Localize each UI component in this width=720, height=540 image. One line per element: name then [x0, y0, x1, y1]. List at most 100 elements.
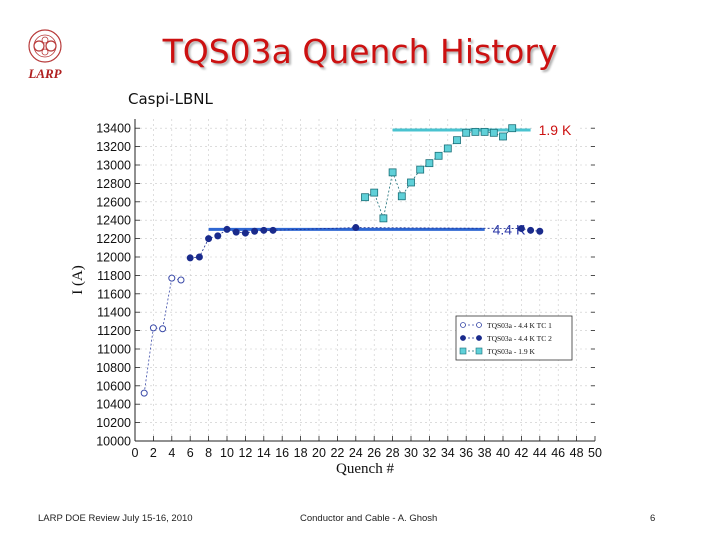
data-point	[407, 178, 415, 187]
y-tick-label: 12000	[96, 251, 131, 265]
x-tick-label: 34	[441, 446, 455, 460]
page-subtitle: Caspi-LBNL	[128, 90, 213, 108]
x-tick-label: 44	[533, 446, 547, 460]
y-tick-label: 12800	[96, 177, 131, 191]
footer-event: LARP DOE Review July 15-16, 2010	[38, 513, 193, 524]
data-point	[214, 232, 222, 240]
data-point	[269, 226, 277, 234]
data-point	[416, 165, 425, 174]
data-point	[352, 224, 360, 232]
data-point	[379, 214, 388, 223]
data-point	[517, 224, 525, 232]
y-tick-label: 11800	[97, 269, 131, 283]
y-tick-label: 13200	[96, 140, 131, 154]
y-tick-label: 13400	[96, 122, 131, 136]
x-tick-label: 48	[570, 446, 584, 460]
y-tick-label: 11400	[97, 306, 131, 320]
data-point	[149, 324, 157, 332]
y-tick-label: 12400	[96, 214, 131, 228]
data-point	[508, 124, 517, 133]
footer-page-number: 6	[650, 513, 656, 524]
x-tick-label: 20	[312, 446, 326, 460]
page-title: TQS03a Quench History	[162, 32, 558, 71]
data-point	[140, 389, 148, 397]
x-tick-label: 28	[386, 446, 400, 460]
data-point	[223, 225, 231, 233]
y-tick-label: 11200	[97, 324, 131, 338]
data-point	[361, 193, 369, 202]
data-point	[443, 144, 452, 153]
x-tick-label: 36	[459, 446, 473, 460]
data-point	[370, 188, 379, 197]
x-tick-label: 10	[220, 446, 234, 460]
legend-marker	[460, 335, 466, 341]
annotation-background	[532, 119, 579, 140]
data-point	[177, 276, 185, 284]
y-tick-label: 13000	[96, 159, 131, 173]
data-point	[260, 226, 268, 234]
logo-text: LARP	[27, 66, 62, 81]
legend-box	[455, 315, 573, 361]
y-tick-label: 12600	[96, 195, 131, 209]
x-tick-label: 24	[349, 446, 363, 460]
x-tick-label: 50	[588, 446, 602, 460]
y-tick-label: 11000	[97, 343, 131, 357]
x-tick-label: 46	[551, 446, 565, 460]
x-tick-label: 16	[275, 446, 289, 460]
x-tick-label: 26	[367, 446, 381, 460]
data-point	[499, 132, 507, 141]
x-tick-label: 40	[496, 446, 510, 460]
x-axis-label: Quench #	[336, 461, 394, 477]
data-point	[462, 128, 471, 137]
legend-marker	[459, 347, 467, 355]
y-tick-label: 10600	[96, 379, 131, 393]
x-tick-label: 8	[205, 446, 212, 460]
x-tick-label: 32	[422, 446, 436, 460]
data-point	[251, 227, 259, 235]
footer-author: Conductor and Cable - A. Ghosh	[300, 513, 438, 524]
data-point	[241, 229, 249, 237]
data-point	[527, 226, 535, 234]
y-tick-label: 10800	[96, 361, 131, 375]
data-point	[453, 136, 461, 145]
legend-marker	[476, 335, 482, 341]
x-tick-label: 14	[257, 446, 271, 460]
data-point	[205, 235, 213, 243]
x-tick-label: 18	[294, 446, 308, 460]
data-point	[471, 127, 480, 136]
y-tick-label: 10400	[96, 398, 131, 412]
data-point	[434, 151, 443, 160]
data-point	[397, 192, 406, 201]
x-tick-label: 42	[514, 446, 528, 460]
x-tick-label: 0	[132, 446, 139, 460]
data-point	[480, 127, 489, 136]
data-point	[195, 253, 203, 261]
y-tick-label: 12200	[96, 232, 131, 246]
data-point	[536, 227, 544, 235]
x-tick-label: 12	[238, 446, 252, 460]
legend-marker	[475, 347, 483, 355]
y-tick-label: 11600	[97, 287, 131, 301]
data-point	[388, 168, 397, 177]
legend-label: TQS03a - 4.4 K TC 1	[487, 321, 552, 330]
legend-marker	[476, 322, 482, 328]
data-point	[168, 274, 176, 282]
x-tick-label: 38	[478, 446, 492, 460]
data-point	[232, 228, 240, 236]
data-point	[186, 254, 194, 262]
data-point	[159, 325, 167, 333]
y-tick-label: 10200	[96, 416, 131, 430]
annotation-label: 1.9 K	[539, 122, 572, 138]
x-tick-label: 4	[168, 446, 175, 460]
legend-label: TQS03a - 1.9 K	[487, 347, 535, 356]
y-tick-label: 10000	[96, 435, 131, 449]
annotation-label: 4.4 K	[493, 221, 526, 237]
series-line	[143, 277, 182, 394]
data-point	[489, 128, 498, 137]
legend-label: TQS03a - 4.4 K TC 2	[487, 334, 552, 343]
larp-logo: LARP	[27, 29, 63, 81]
x-tick-label: 22	[330, 446, 344, 460]
series-line	[364, 127, 513, 220]
legend-marker	[460, 322, 466, 328]
